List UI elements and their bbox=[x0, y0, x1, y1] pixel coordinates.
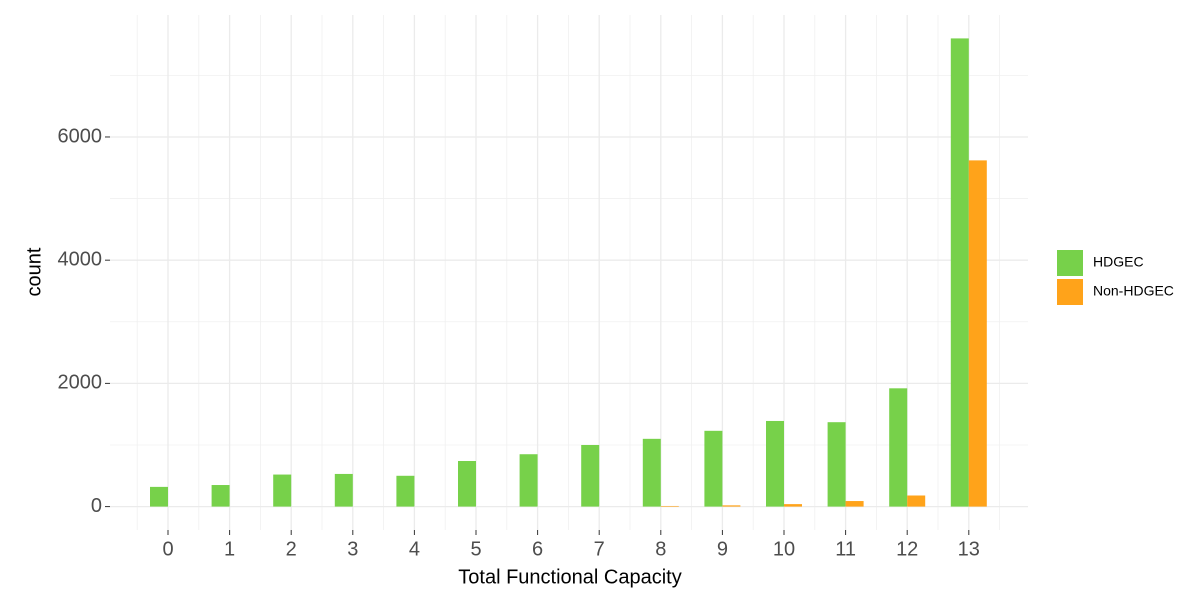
bar bbox=[907, 495, 926, 507]
bar bbox=[766, 420, 784, 507]
bar bbox=[519, 454, 538, 507]
x-tick-label: 11 bbox=[835, 538, 856, 560]
bar bbox=[968, 160, 987, 507]
y-tick-label: 0 bbox=[91, 495, 102, 517]
x-tick-label: 10 bbox=[773, 538, 795, 560]
bar bbox=[889, 388, 908, 507]
x-tick-label: 0 bbox=[162, 538, 173, 560]
bar bbox=[642, 438, 661, 507]
legend-label: HDGEC bbox=[1093, 254, 1144, 270]
x-tick-label: 12 bbox=[896, 538, 918, 560]
bar bbox=[950, 38, 969, 507]
y-tick-label: 4000 bbox=[58, 248, 103, 270]
x-tick-label: 8 bbox=[655, 538, 666, 560]
x-tick-label: 4 bbox=[409, 538, 420, 560]
bar bbox=[211, 485, 230, 507]
bar bbox=[722, 505, 741, 507]
x-tick-label: 9 bbox=[717, 538, 728, 560]
legend-label: Non-HDGEC bbox=[1093, 283, 1174, 299]
x-tick-label: 3 bbox=[347, 538, 358, 560]
bar bbox=[458, 461, 476, 507]
x-tick-label: 7 bbox=[594, 538, 605, 560]
x-tick-label: 13 bbox=[958, 538, 980, 560]
legend-key bbox=[1057, 250, 1083, 276]
x-tick-label: 5 bbox=[470, 538, 481, 560]
bar bbox=[784, 504, 802, 507]
bar bbox=[334, 473, 353, 507]
bar bbox=[581, 444, 600, 507]
legend-key bbox=[1057, 279, 1083, 305]
x-tick-label: 1 bbox=[224, 538, 235, 560]
bar bbox=[273, 474, 292, 507]
x-tick-label: 6 bbox=[532, 538, 543, 560]
bar bbox=[396, 475, 415, 507]
y-axis-title: count bbox=[23, 247, 45, 296]
bar bbox=[150, 486, 168, 507]
y-tick-label: 2000 bbox=[58, 372, 103, 394]
bar bbox=[827, 422, 846, 507]
x-tick-label: 2 bbox=[286, 538, 297, 560]
bar bbox=[660, 505, 679, 507]
bar bbox=[704, 430, 723, 507]
y-tick-label: 6000 bbox=[58, 125, 103, 147]
x-axis-title: Total Functional Capacity bbox=[458, 566, 681, 588]
bar bbox=[845, 501, 864, 507]
